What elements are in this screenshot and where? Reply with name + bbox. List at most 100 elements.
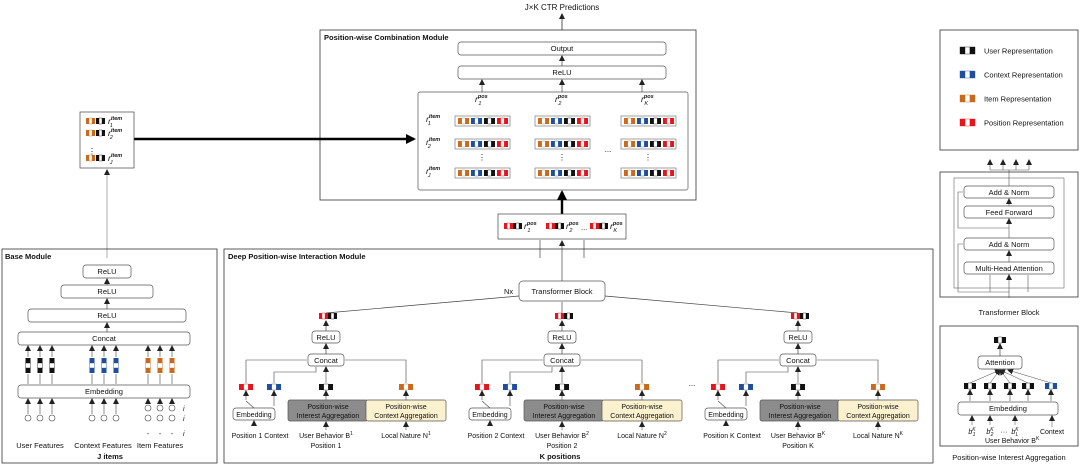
context-aggregation-line1: Position-wise [385, 404, 426, 411]
interest-aggregation-line1: Position-wise [779, 404, 820, 411]
interest-aggregation-line2: Interest Aggregation [769, 413, 832, 420]
grid-cell-swatch [577, 117, 588, 125]
group-nature-label: Local Nature N2 [617, 431, 667, 440]
grid-cell-swatch [458, 140, 469, 148]
grid-cell-swatch [471, 169, 482, 177]
interaction-module: Deep Position-wise Interaction Module Nx… [223, 240, 934, 464]
legend-item-2: Context Representation [959, 71, 1063, 80]
grid-col-header-1: rpos 1 [475, 94, 488, 107]
item-feature-node [168, 404, 176, 412]
context-features-label: Context Features [74, 441, 132, 450]
grid-cell-swatch [564, 140, 575, 148]
pos-rep-label-2: rpos 2 [566, 221, 579, 234]
grid-cell-swatch [471, 117, 482, 125]
base-concat-label: Concat [92, 334, 117, 343]
item-feature-dash: - [147, 431, 150, 438]
pia-behavior-item-3: bK L [1011, 427, 1019, 438]
grid-cell-swatch [551, 140, 562, 148]
group-behavior-label: User Behavior B2 [535, 431, 589, 440]
pia-output-swatch [994, 336, 1006, 344]
grid-cell-swatch [624, 117, 635, 125]
grid-cell-swatch [637, 117, 648, 125]
grid-row-header-2: ritem 2 [426, 137, 440, 150]
legend-label-3: Item Representation [984, 95, 1052, 104]
pos-rep-swatch-user-2 [555, 222, 564, 230]
legend-item-4: Position Representation [959, 119, 1064, 128]
feature-node [24, 414, 32, 422]
item-features-label: Item Features [137, 441, 184, 450]
base-relu-2-label: ReLU [97, 287, 116, 296]
combination-module: Position-wise Combination Module Output … [319, 29, 697, 201]
group-item-swatch [635, 383, 649, 391]
feature-embedding-1-2 [113, 358, 119, 373]
interest-aggregation-detail: Attention Embedding bK 1 bK 2 bK L ··· User B… [939, 325, 1079, 462]
group-embedding-label: Embedding [472, 412, 508, 419]
add-norm-bottom-label: Add & Norm [989, 240, 1030, 249]
pia-embedding-label: Embedding [989, 404, 1027, 413]
feature-embedding-0-1 [37, 358, 43, 373]
group-concat-label: Concat [314, 356, 339, 365]
group-context-label: Position 1 Context [232, 433, 289, 440]
grid-cell-swatch [564, 169, 575, 177]
grid-cell-swatch [484, 117, 495, 125]
pia-dots: ··· [1001, 429, 1008, 436]
context-aggregation-line2: Context Aggregation [610, 413, 674, 420]
grid-col-header-3: rpos K [641, 94, 654, 107]
group-context-label: Position K Context [703, 433, 761, 440]
grid-cell-swatch [538, 117, 549, 125]
item-feature-node [144, 414, 152, 422]
group-user-swatch [791, 383, 805, 391]
legend-label-2: Context Representation [984, 71, 1063, 80]
grid-cell-3-3 [620, 167, 677, 179]
grid-cell-swatch [577, 140, 588, 148]
item-rep-swatch-2 [86, 129, 95, 137]
group-output-swatch [555, 312, 564, 320]
feature-node [100, 414, 108, 422]
grid-cell-swatch [538, 140, 549, 148]
group-user-swatch [555, 383, 569, 391]
combination-module-title: Position-wise Combination Module [324, 33, 449, 42]
legend: User Representation Context Representatio… [939, 29, 1079, 151]
grid-vdots-3: ⋮ [644, 153, 652, 162]
item-rep-label-1: ritem 1 [108, 116, 122, 129]
grid-cell-1-1 [454, 115, 511, 127]
grid-cell-3-2 [534, 167, 591, 179]
position-representation-box: rpos 1 rpos 2 rpos K ... [497, 213, 627, 240]
grid-cell-3-1 [454, 167, 511, 179]
group-context-swatch [503, 383, 517, 391]
legend-item-3: Item Representation [959, 95, 1052, 104]
grid-cell-swatch [650, 140, 661, 148]
feature-embedding-2-2 [169, 358, 175, 373]
group-behavior-label: User Behavior B1 [299, 431, 353, 440]
group-position-label: Position 1 [311, 443, 342, 450]
grid-cell-swatch [497, 117, 508, 125]
group-position-swatch [711, 383, 725, 391]
pcm-relu-label: ReLU [552, 68, 571, 77]
grid-cell-swatch [458, 117, 469, 125]
group-relu-label: ReLU [316, 333, 335, 342]
interest-aggregation-line1: Position-wise [543, 404, 584, 411]
feature-node [88, 414, 96, 422]
grid-vdots-2: ⋮ [558, 153, 566, 162]
item-feature-dash: - [159, 431, 162, 438]
group-user-swatch [319, 383, 333, 391]
output-label: Output [551, 44, 574, 53]
grid-cell-2-2 [534, 138, 591, 150]
grid-cell-1-3 [620, 115, 677, 127]
pia-behavior-item-1: bK 1 [968, 427, 976, 438]
base-module: Base Module ReLU ReLU ReLU Concat Embedd… [1, 248, 218, 464]
grid-cell-swatch [637, 140, 648, 148]
pos-rep-label-3: rpos K [610, 221, 623, 234]
group-nature-label: Local Nature N1 [381, 431, 431, 440]
transformer-block-label: Transformer Block [532, 287, 593, 296]
group-concat-label: Concat [786, 356, 811, 365]
feature-embedding-1-0 [89, 358, 95, 373]
grid-cell-swatch [484, 169, 495, 177]
group-position-label: Position 2 [547, 443, 578, 450]
feature-node [36, 414, 44, 422]
grid-cell-swatch [663, 140, 674, 148]
legend-item-1: User Representation [959, 47, 1053, 56]
interaction-group-3: ReLU Concat Embedding Position-wise Interest… [703, 312, 919, 450]
feature-embedding-0-2 [49, 358, 55, 373]
